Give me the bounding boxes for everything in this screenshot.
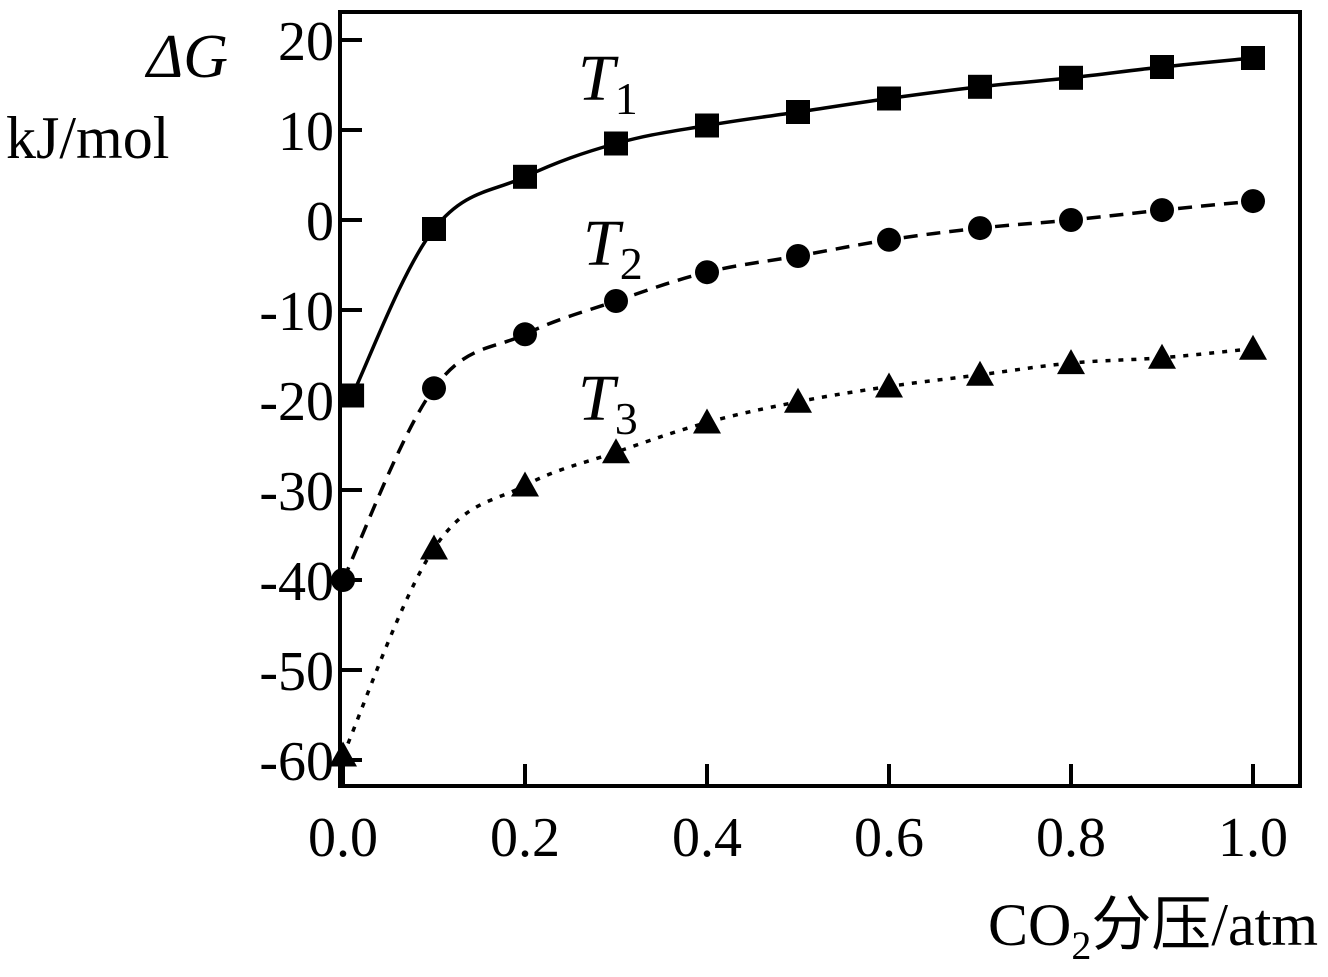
data-point-triangle (1239, 334, 1267, 360)
data-point-circle (877, 227, 901, 252)
data-point-circle (1059, 208, 1083, 232)
data-point-square (695, 113, 719, 138)
series-label-main: T (578, 362, 619, 435)
data-point-triangle (420, 534, 448, 560)
x-tick-label: 0.2 (490, 807, 560, 869)
y-tick-label: -30 (259, 461, 334, 523)
y-tick-label: -50 (259, 641, 334, 703)
data-point-circle (422, 376, 446, 401)
data-point-circle (331, 568, 355, 592)
series-t3 (329, 334, 1267, 767)
y-tick-label: -10 (259, 281, 334, 343)
data-point-square (604, 131, 628, 156)
y-tick-label: 0 (306, 191, 334, 253)
series-label-sub: 1 (615, 73, 638, 124)
data-point-triangle (693, 408, 721, 434)
data-point-circle (604, 289, 628, 313)
series-label-main: T (583, 207, 624, 280)
data-point-triangle (1148, 343, 1176, 369)
series-label: T3 (578, 362, 638, 444)
y-tick-label: 20 (278, 11, 334, 73)
series-line (350, 56, 1254, 397)
x-axis-label-sub: 2 (1071, 923, 1091, 968)
data-point-circle (1241, 189, 1265, 214)
data-point-square (1150, 55, 1174, 79)
data-point-square (1241, 46, 1265, 70)
x-tick-label: 0.0 (308, 807, 378, 869)
data-point-triangle (329, 741, 357, 767)
data-point-triangle (784, 387, 812, 413)
data-point-circle (695, 260, 719, 285)
data-point-square (1059, 65, 1083, 90)
data-point-triangle (511, 471, 539, 497)
data-point-circle (1150, 198, 1174, 223)
data-point-square (513, 164, 537, 189)
data-point-circle (786, 244, 810, 268)
y-tick-label: -20 (259, 371, 334, 433)
y-tick-label: -40 (259, 551, 334, 613)
series-label-sub: 2 (620, 238, 643, 289)
x-axis-ticks: 0.0 0.2 0.4 0.6 0.8 1.0 (308, 764, 1288, 869)
y-tick-label: 10 (278, 101, 334, 163)
series-label: T2 (583, 207, 643, 289)
data-point-square (422, 217, 446, 241)
y-tick-label: -60 (259, 731, 334, 793)
plot-frame (338, 10, 1302, 788)
x-tick-label: 0.4 (672, 807, 742, 869)
series-label-sub: 3 (615, 393, 638, 444)
y-axis-ticks: 20 10 0 -10 -20 -30 -40 -50 -60 (259, 11, 362, 793)
series-t1 (340, 46, 1265, 408)
series-label-main: T (578, 42, 619, 115)
data-point-circle (968, 216, 992, 241)
data-point-triangle (875, 372, 903, 398)
series-label: T1 (578, 42, 638, 124)
x-tick-label: 0.8 (1036, 807, 1106, 869)
x-axis-label-prefix: CO (988, 892, 1071, 958)
series-group (329, 46, 1267, 767)
x-tick-label: 0.6 (854, 807, 924, 869)
data-point-square (786, 100, 810, 124)
x-axis-label-suffix: 分压/atm (1091, 892, 1318, 958)
data-point-square (340, 383, 365, 408)
data-point-square (968, 74, 992, 99)
series-t2 (331, 189, 1265, 592)
series-line (341, 199, 1254, 581)
data-point-triangle (966, 360, 994, 386)
data-point-circle (513, 322, 537, 347)
data-point-triangle (1057, 349, 1085, 375)
x-tick-label: 1.0 (1218, 807, 1288, 869)
data-point-square (877, 86, 901, 111)
x-axis-label: CO2分压/atm (988, 892, 1318, 968)
data-point-triangle (602, 438, 630, 464)
y-axis-symbol: ΔG (144, 23, 228, 91)
y-axis-unit: kJ/mol (6, 105, 169, 171)
